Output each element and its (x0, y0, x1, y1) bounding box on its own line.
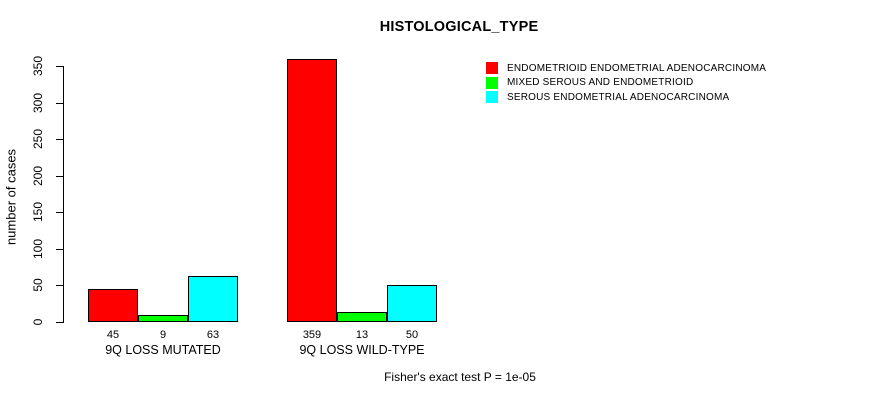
y-axis-title: number of cases (3, 148, 19, 246)
y-tick-label: 300 (31, 92, 45, 113)
y-tick-label: 200 (31, 165, 45, 186)
bar-value-label: 45 (106, 329, 120, 341)
legend-item: ENDOMETRIOID ENDOMETRIAL ADENOCARCINOMA (486, 62, 766, 74)
y-tick-label: 0 (31, 318, 45, 326)
legend-label: ENDOMETRIOID ENDOMETRIAL ADENOCARCINOMA (507, 62, 767, 74)
y-tick-mark (56, 66, 63, 67)
statistical-test-note: Fisher's exact test P = 1e-05 (384, 370, 536, 384)
bar-value-label: 63 (206, 329, 220, 341)
y-tick-mark (56, 285, 63, 286)
bar-value-label: 50 (405, 329, 419, 341)
bar-value-label: 13 (355, 329, 369, 341)
legend-label: MIXED SEROUS AND ENDOMETRIOID (507, 77, 694, 88)
bar (287, 59, 337, 322)
legend-swatch-mixed (486, 76, 498, 89)
legend-swatch-endometrioid (486, 62, 498, 74)
y-tick-label: 50 (31, 278, 45, 293)
bar (337, 312, 387, 322)
y-tick-mark (56, 139, 63, 140)
y-tick-mark (56, 176, 63, 177)
y-tick-mark (56, 249, 63, 250)
bar-value-label: 9 (159, 329, 167, 341)
bar (188, 276, 238, 322)
y-tick-label: 150 (31, 202, 45, 223)
y-tick-label: 100 (31, 238, 45, 259)
chart-title: HISTOLOGICAL_TYPE (379, 19, 539, 35)
y-tick-mark (56, 103, 63, 104)
bar (387, 285, 437, 322)
x-category-label: 9Q LOSS MUTATED (105, 343, 221, 357)
legend-swatch-serous (486, 91, 498, 103)
x-category-label: 9Q LOSS WILD-TYPE (299, 343, 425, 357)
y-tick-label: 350 (31, 55, 45, 77)
bar (88, 289, 138, 322)
bar (138, 315, 188, 322)
legend-item: SEROUS ENDOMETRIAL ADENOCARCINOMA (486, 91, 766, 103)
y-axis-line (63, 66, 64, 323)
y-tick-mark (56, 212, 63, 213)
bar-value-label: 359 (302, 329, 322, 341)
legend-item: MIXED SEROUS AND ENDOMETRIOID (486, 76, 766, 89)
legend-label: SEROUS ENDOMETRIAL ADENOCARCINOMA (507, 91, 730, 103)
y-tick-label: 250 (31, 129, 45, 150)
legend: ENDOMETRIOID ENDOMETRIAL ADENOCARCINOMA … (486, 62, 766, 103)
y-tick-mark (56, 322, 63, 323)
